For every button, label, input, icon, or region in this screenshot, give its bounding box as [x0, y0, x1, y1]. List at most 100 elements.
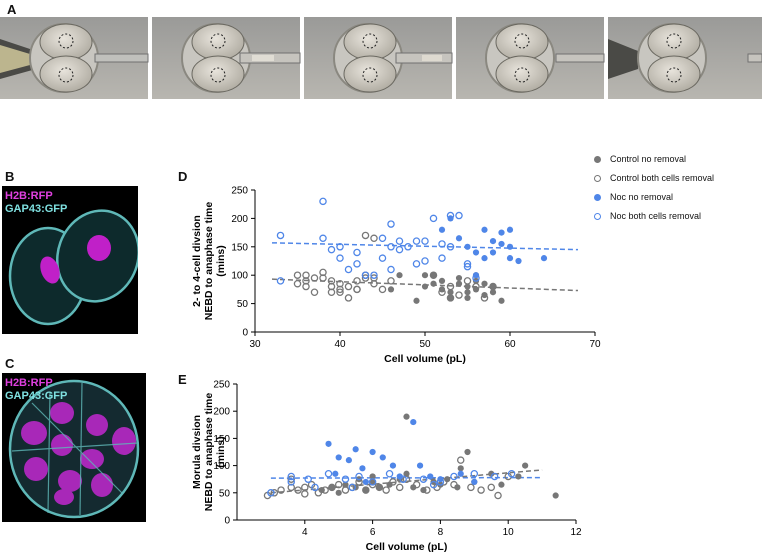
control-no-removal-point	[430, 272, 437, 279]
x-tick-label: 10	[503, 527, 515, 538]
control-both-cells-removal-point	[293, 279, 302, 288]
noc-no-removal-point	[325, 440, 332, 447]
control-both-cells-removal-point	[361, 231, 370, 240]
control-both-cells-removal-point	[370, 279, 378, 288]
y-axis-label: NEBD to anaphase time	[203, 393, 215, 512]
control-no-removal-point	[489, 289, 497, 296]
noc-both-cells-removal-point	[429, 214, 438, 223]
micromanipulation-image-strip	[0, 17, 762, 99]
h2b-rfp-label: H2B:RFP	[5, 190, 53, 202]
y-tick-label: 0	[242, 328, 248, 339]
control-both-cells-removal-point	[302, 282, 310, 291]
noc-both-cells-removal-point	[344, 265, 353, 274]
noc-both-cells-removal-point	[450, 472, 458, 481]
control-both-cells-removal-point	[477, 486, 485, 494]
control-both-cells-removal-point	[387, 277, 395, 285]
control-both-cells-removal-point	[294, 486, 302, 494]
control-both-cells-removal-point	[287, 483, 295, 492]
control-both-cells-removal-point	[463, 277, 472, 285]
noc-both-cells-removal-point	[385, 470, 394, 478]
y-tick-label: 200	[213, 407, 230, 418]
noc-no-removal-point	[489, 238, 497, 245]
noc-no-removal-point	[481, 255, 488, 262]
control-no-removal-point	[515, 473, 522, 480]
control-both-cells-removal-point	[355, 478, 363, 486]
noc-both-cells-removal-point	[319, 197, 327, 206]
control-no-removal-point	[362, 486, 369, 494]
control-no-removal-point	[376, 484, 383, 491]
control-both-cells-removal-point	[467, 483, 475, 492]
noc-no-removal-point	[335, 454, 342, 461]
legend-item-noc-both-cells-removal: Noc both cells removal	[594, 207, 714, 226]
gap43-gfp-label: GAP43:GFP	[5, 390, 68, 402]
y-tick-label: 100	[213, 461, 230, 472]
legend-label: Noc no removal	[610, 192, 674, 202]
control-no-removal-point	[421, 283, 429, 290]
legend-item-control-both-cells-removal: Control both cells removal	[594, 169, 714, 188]
control-both-cells-removal-point	[456, 456, 465, 464]
noc-no-removal-point	[362, 478, 369, 486]
noc-both-cells-removal-point	[361, 271, 370, 279]
noc-both-cells-removal-point	[419, 475, 428, 483]
control-no-removal-point	[552, 492, 559, 499]
noc-no-removal-point	[498, 229, 505, 236]
panel-label-d: D	[178, 169, 188, 184]
x-tick-label: 60	[504, 339, 516, 350]
noc-both-cells-removal-point	[378, 234, 387, 243]
x-tick-label: 70	[589, 339, 601, 350]
noc-no-removal-point	[457, 470, 464, 477]
panel-label-e: E	[178, 372, 187, 387]
legend-label: Noc both cells removal	[610, 211, 702, 221]
noc-both-cells-removal-point	[395, 237, 404, 245]
noc-both-cells-removal-point	[348, 483, 357, 492]
control-both-cells-removal-point	[446, 282, 455, 291]
noc-no-removal-point	[369, 448, 376, 456]
x-axis-label: Cell volume (pL)	[366, 541, 448, 553]
noc-no-removal-point	[416, 462, 424, 469]
control-both-cells-removal-point	[389, 478, 397, 486]
noc-no-removal-point	[332, 470, 339, 477]
morula-fluorescence-image: H2B:RFP GAP43:GFP	[2, 373, 146, 522]
panel-label-b: B	[5, 169, 15, 184]
control-both-cells-removal-point	[334, 480, 343, 489]
noc-both-cells-removal-point	[507, 470, 516, 478]
control-both-cells-removal-point	[429, 271, 438, 279]
control-no-removal-point	[481, 280, 488, 287]
legend-label: Control no removal	[610, 154, 687, 164]
noc-both-cells-removal-point	[421, 237, 429, 245]
legend-marker	[594, 213, 601, 220]
control-both-cells-removal-point	[301, 490, 309, 498]
x-tick-label: 6	[370, 527, 376, 538]
control-no-removal-point	[386, 481, 393, 488]
y-axis-label: (mins)	[215, 436, 227, 468]
control-no-removal-point	[454, 484, 461, 491]
control-both-cells-removal-point	[412, 480, 421, 489]
two-cell-fluorescence-image: H2B:RFP GAP43:GFP	[2, 186, 138, 334]
noc-both-cells-removal-point	[455, 211, 463, 220]
control-both-cells-removal-point	[375, 483, 384, 492]
legend-label: Control both cells removal	[610, 173, 715, 183]
y-axis-label: NEBD to anaphase time	[203, 202, 215, 321]
x-tick-label: 40	[334, 339, 346, 350]
noc-both-cells-removal-point	[429, 480, 438, 489]
micromanipulation-frames	[0, 17, 762, 99]
noc-no-removal-point	[471, 478, 478, 486]
control-no-removal-point	[387, 286, 395, 293]
control-both-cells-removal-point	[353, 277, 361, 285]
x-tick-label: 30	[249, 339, 261, 350]
gap43-gfp-label: GAP43:GFP	[5, 203, 68, 215]
noc-both-cells-removal-point	[387, 243, 395, 251]
trend-line	[271, 242, 579, 251]
noc-no-removal-point	[389, 462, 397, 469]
control-both-cells-removal-point	[341, 486, 350, 494]
legend-marker	[594, 156, 601, 163]
control-no-removal-point	[403, 470, 410, 477]
noc-no-removal-point	[396, 473, 403, 480]
noc-no-removal-point	[455, 235, 463, 242]
control-no-removal-point	[464, 289, 471, 296]
noc-both-cells-removal-point	[311, 483, 319, 492]
y-tick-label: 250	[213, 380, 230, 391]
y-axis-label: Morula divsion	[191, 415, 203, 489]
control-no-removal-point	[447, 294, 454, 302]
